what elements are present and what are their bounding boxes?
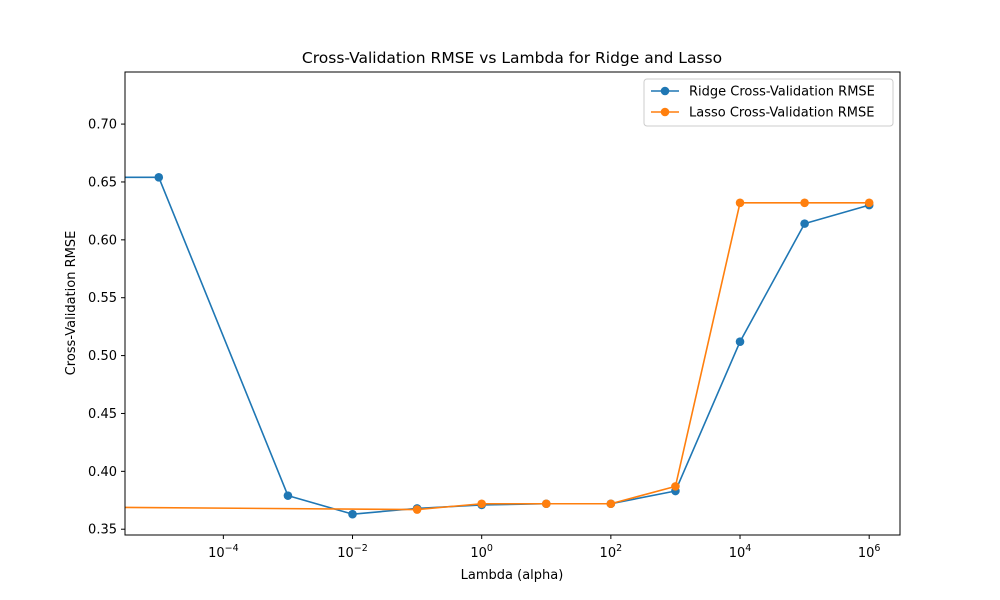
y-tick-label: 0.45 (88, 407, 117, 422)
plot-frame (124, 71, 901, 536)
x-tick-label: 106 (858, 543, 881, 561)
data-point (735, 337, 745, 346)
chart-title: Cross-Validation RMSE vs Lambda for Ridg… (302, 49, 722, 67)
legend-label: Ridge Cross-Validation RMSE (689, 85, 875, 100)
x-tick-label: 100 (470, 543, 493, 561)
x-tick-label: 10−4 (208, 543, 239, 561)
y-axis-label: Cross-Validation RMSE (64, 231, 79, 376)
x-axis: 10−4 10−2 100 102 104 106 (208, 535, 880, 561)
data-point (283, 491, 293, 500)
legend: Ridge Cross-Validation RMSE Lasso Cross-V… (643, 78, 894, 127)
series-line-1 (125, 202, 870, 511)
legend-box (643, 78, 894, 127)
legend-marker (660, 107, 670, 117)
legend-marker (660, 86, 670, 96)
x-tick-label: 104 (729, 543, 752, 561)
data-point (864, 198, 874, 208)
y-axis: 0.35 0.40 0.45 0.50 0.55 0.60 0.65 0.70 (88, 118, 125, 538)
data-point (348, 509, 357, 519)
data-point (671, 482, 680, 491)
x-tick-label: 10−2 (337, 543, 368, 561)
y-tick-label: 0.35 (88, 523, 117, 538)
y-tick-label: 0.40 (88, 465, 117, 480)
data-point (735, 198, 745, 208)
data-point (412, 505, 422, 514)
x-tick-label: 102 (600, 543, 623, 561)
data-point (606, 499, 616, 509)
series-layer (125, 173, 874, 519)
y-tick-label: 0.65 (88, 175, 117, 190)
y-tick-label: 0.55 (88, 291, 117, 306)
x-axis-label: Lambda (alpha) (461, 568, 564, 583)
y-tick-label: 0.70 (88, 118, 117, 133)
data-point (800, 219, 809, 228)
y-tick-label: 0.50 (88, 349, 117, 364)
series-line-0 (125, 176, 870, 515)
data-point (541, 499, 551, 509)
data-point (154, 173, 164, 182)
data-point (800, 198, 809, 208)
legend-label: Lasso Cross-Validation RMSE (689, 106, 874, 121)
data-point (477, 499, 486, 509)
y-tick-label: 0.60 (88, 233, 117, 248)
